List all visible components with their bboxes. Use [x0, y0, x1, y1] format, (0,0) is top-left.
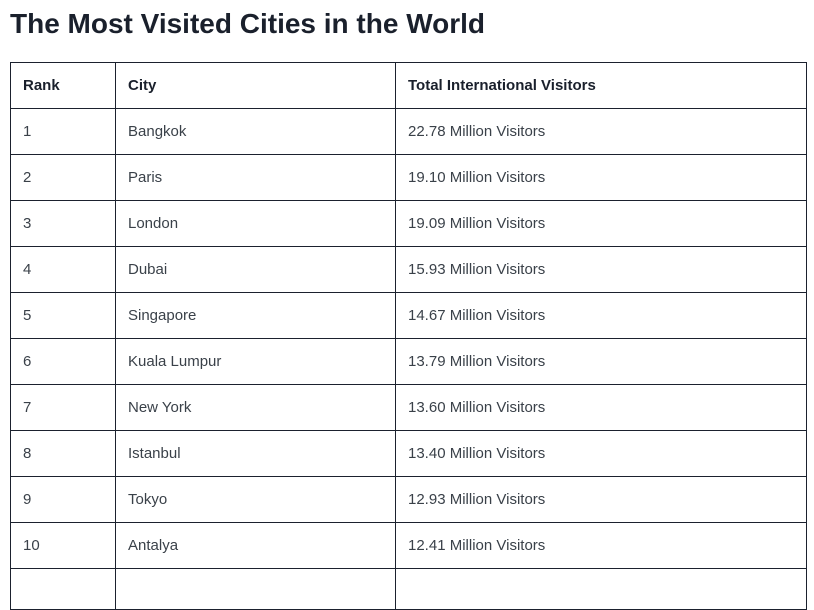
visitors-cell: 13.79 Million Visitors [395, 338, 807, 385]
visitors-cell: 14.67 Million Visitors [395, 292, 807, 339]
rank-cell: 1 [10, 108, 116, 155]
rank-cell: 7 [10, 384, 116, 431]
table-row: 9 Tokyo 12.93 Million Visitors [10, 476, 807, 523]
city-cell: Istanbul [115, 430, 396, 477]
visitors-cell: 19.10 Million Visitors [395, 154, 807, 201]
rank-cell: 6 [10, 338, 116, 385]
table-row: 7 New York 13.60 Million Visitors [10, 384, 807, 431]
table-row: 10 Antalya 12.41 Million Visitors [10, 522, 807, 569]
city-cell: Antalya [115, 522, 396, 569]
page-title: The Most Visited Cities in the World [10, 8, 486, 39]
visitors-cell: 19.09 Million Visitors [395, 200, 807, 247]
rank-cell: 5 [10, 292, 116, 339]
city-cell [115, 568, 396, 610]
visitors-cell [395, 568, 807, 610]
table-row: 5 Singapore 14.67 Million Visitors [10, 292, 807, 339]
rank-cell: 10 [10, 522, 116, 569]
column-header-city: City [115, 62, 396, 109]
city-cell: Singapore [115, 292, 396, 339]
visitors-cell: 12.93 Million Visitors [395, 476, 807, 523]
rank-cell: 9 [10, 476, 116, 523]
city-cell: Bangkok [115, 108, 396, 155]
city-cell: Paris [115, 154, 396, 201]
rank-cell: 2 [10, 154, 116, 201]
visitors-cell: 22.78 Million Visitors [395, 108, 807, 155]
rank-cell: 4 [10, 246, 116, 293]
rank-cell [10, 568, 116, 610]
table-row: 4 Dubai 15.93 Million Visitors [10, 246, 807, 293]
city-cell: New York [115, 384, 396, 431]
city-cell: Kuala Lumpur [115, 338, 396, 385]
table-row: 3 London 19.09 Million Visitors [10, 200, 807, 247]
table-row: 1 Bangkok 22.78 Million Visitors [10, 108, 807, 155]
most-visited-cities-table: Rank City Total International Visitors 1… [10, 62, 807, 610]
visitors-cell: 13.40 Million Visitors [395, 430, 807, 477]
visitors-cell: 15.93 Million Visitors [395, 246, 807, 293]
table-row: 8 Istanbul 13.40 Million Visitors [10, 430, 807, 477]
city-cell: London [115, 200, 396, 247]
column-header-visitors: Total International Visitors [395, 62, 807, 109]
column-header-rank: Rank [10, 62, 116, 109]
visitors-cell: 13.60 Million Visitors [395, 384, 807, 431]
table-row: 6 Kuala Lumpur 13.79 Million Visitors [10, 338, 807, 385]
table-row: 2 Paris 19.10 Million Visitors [10, 154, 807, 201]
visitors-cell: 12.41 Million Visitors [395, 522, 807, 569]
table-row-cutoff [10, 568, 807, 610]
table-header-row: Rank City Total International Visitors [10, 62, 807, 109]
city-cell: Tokyo [115, 476, 396, 523]
city-cell: Dubai [115, 246, 396, 293]
rank-cell: 8 [10, 430, 116, 477]
rank-cell: 3 [10, 200, 116, 247]
